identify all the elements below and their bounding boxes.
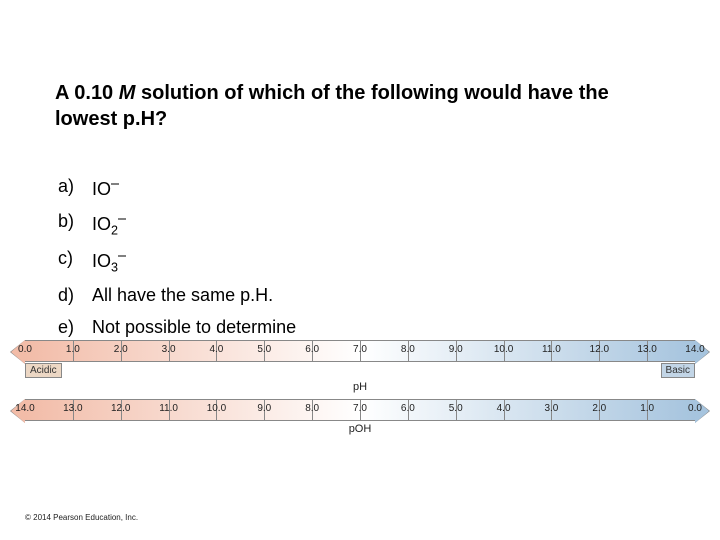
tick-label: 11.0 [542, 344, 561, 355]
option-letter: c) [57, 244, 89, 279]
tick-label: 8.0 [401, 344, 415, 355]
option-text: IO– [91, 172, 297, 205]
ph-scale-box: 0.01.02.03.04.05.06.07.08.09.010.011.012… [25, 340, 695, 362]
option-letter: d) [57, 281, 89, 311]
tick-label: 2.0 [114, 344, 128, 355]
tick-label: 11.0 [159, 403, 178, 414]
question-prefix: A 0.10 [55, 82, 119, 104]
tick-label: 7.0 [353, 344, 367, 355]
tick-label: 0.0 [688, 403, 702, 414]
tick-label: 14.0 [685, 344, 704, 355]
scales-container: 0.01.02.03.04.05.06.07.08.09.010.011.012… [25, 340, 695, 441]
tick-label: 3.0 [162, 344, 176, 355]
tick-label: 7.0 [353, 403, 367, 414]
poh-scale-box: 14.013.012.011.010.09.08.07.06.05.04.03.… [25, 399, 695, 421]
tick-label: 10.0 [207, 403, 226, 414]
ph-end-row: Acidic Basic [25, 363, 695, 379]
tick-label: 4.0 [209, 344, 223, 355]
tick-label: 6.0 [305, 344, 319, 355]
option-text: IO3– [91, 244, 297, 279]
tick-label: 9.0 [449, 344, 463, 355]
question-suffix: solution of which of the following would… [55, 82, 609, 130]
tick-label: 14.0 [15, 403, 34, 414]
tick-label: 5.0 [449, 403, 463, 414]
question-italic: M [119, 82, 136, 104]
ph-scale: 0.01.02.03.04.05.06.07.08.09.010.011.012… [25, 340, 695, 393]
option-text: IO2– [91, 207, 297, 242]
tick-label: 9.0 [257, 403, 271, 414]
tick-label: 1.0 [640, 403, 654, 414]
option-letter: e) [57, 313, 89, 343]
tick-label: 5.0 [257, 344, 271, 355]
tick-label: 4.0 [497, 403, 511, 414]
question-text: A 0.10 M solution of which of the follow… [55, 80, 615, 132]
tick-label: 12.0 [590, 344, 609, 355]
tick-label: 3.0 [544, 403, 558, 414]
option-letter: b) [57, 207, 89, 242]
option-text: Not possible to determine [91, 313, 297, 343]
tick-label: 0.0 [18, 344, 32, 355]
tick-label: 6.0 [401, 403, 415, 414]
tick-label: 12.0 [111, 403, 130, 414]
tick-label: 1.0 [66, 344, 80, 355]
option-letter: a) [57, 172, 89, 205]
poh-scale: 14.013.012.011.010.09.08.07.06.05.04.03.… [25, 399, 695, 435]
option-text: All have the same p.H. [91, 281, 297, 311]
options-list: a)IO–b)IO2–c)IO3–d)All have the same p.H… [55, 170, 299, 345]
ph-axis-label: pH [25, 381, 695, 393]
tick-label: 8.0 [305, 403, 319, 414]
copyright-text: © 2014 Pearson Education, Inc. [25, 513, 138, 522]
basic-label: Basic [661, 363, 695, 378]
tick-label: 2.0 [592, 403, 606, 414]
tick-label: 10.0 [494, 344, 513, 355]
tick-label: 13.0 [63, 403, 82, 414]
tick-label: 13.0 [637, 344, 656, 355]
acidic-label: Acidic [25, 363, 62, 378]
poh-axis-label: pOH [25, 423, 695, 435]
